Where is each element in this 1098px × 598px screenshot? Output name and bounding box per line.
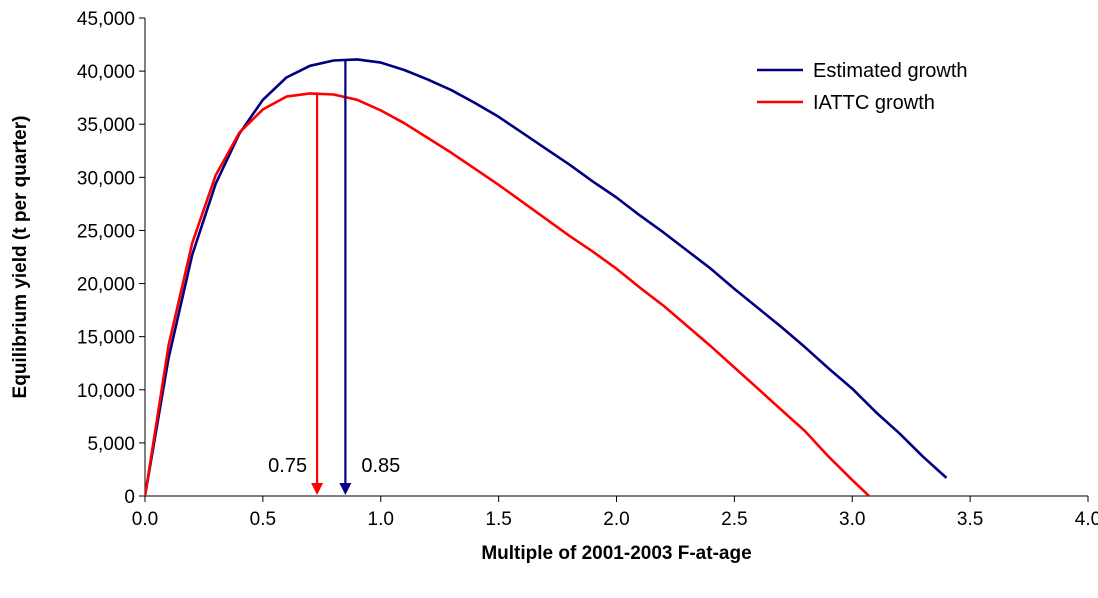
series-line-iattc-growth	[145, 92, 871, 496]
y-tick-label: 35,000	[77, 115, 135, 136]
y-tick-label: 20,000	[77, 275, 135, 296]
series-line-estimated-growth	[145, 58, 948, 496]
arrow-head-0	[311, 483, 324, 495]
legend-label-0: Estimated growth	[813, 60, 968, 82]
legend: Estimated growth IATTC growth	[757, 60, 968, 114]
annotation-layer: 0.75 0.85	[268, 59, 400, 495]
arrow-label-0: 0.75	[268, 455, 307, 477]
series-layer	[145, 58, 948, 496]
x-tick-label: 2.5	[721, 509, 747, 530]
y-tick-label: 45,000	[77, 9, 135, 30]
x-tick-label: 2.0	[603, 509, 629, 530]
x-tick-label: 1.5	[485, 509, 511, 530]
y-tick-label: 25,000	[77, 221, 135, 242]
y-tick-label: 40,000	[77, 62, 135, 83]
x-tick-label: 0.0	[132, 509, 158, 530]
y-tick-label: 15,000	[77, 328, 135, 349]
x-axis-title: Multiple of 2001-2003 F-at-age	[481, 543, 751, 564]
plot-area	[145, 18, 1088, 496]
legend-label-1: IATTC growth	[813, 92, 935, 114]
y-axis-title: Equilibrium yield (t per quarter)	[10, 116, 31, 399]
y-tick-label: 5,000	[87, 434, 135, 455]
y-tick-label: 10,000	[77, 381, 135, 402]
x-tick-label: 1.0	[368, 509, 394, 530]
y-tick-label: 0	[124, 487, 135, 508]
x-tick-label: 3.5	[957, 509, 983, 530]
arrow-label-1: 0.85	[361, 455, 400, 477]
plot-background	[145, 18, 1088, 496]
x-tick-label: 3.0	[839, 509, 865, 530]
axes: 0 5,000 10,000 15,000 20,000 25,000 30,000 35,0…	[77, 9, 1098, 530]
y-tick-label: 30,000	[77, 168, 135, 189]
x-tick-label: 0.5	[250, 509, 276, 530]
arrow-head-1	[339, 483, 352, 495]
x-tick-label: 4.0	[1075, 509, 1098, 530]
